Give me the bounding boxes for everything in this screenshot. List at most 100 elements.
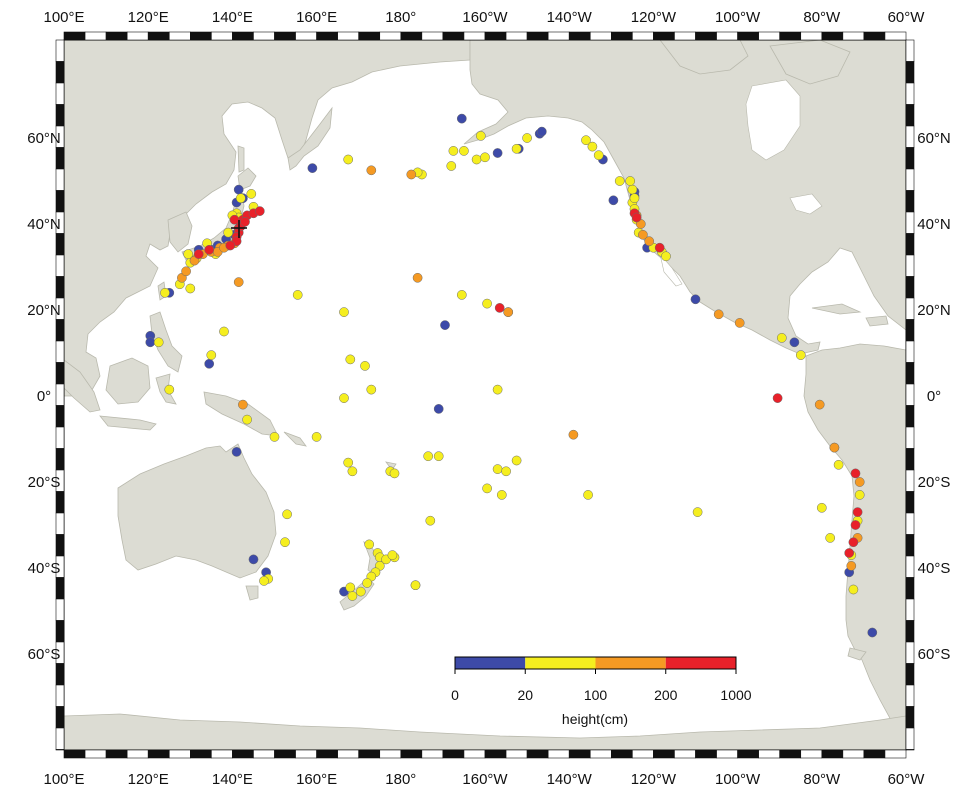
frame-tick-bottom	[84, 749, 107, 759]
frame-tick-right	[905, 426, 915, 449]
observation-point	[629, 193, 640, 204]
latitude-label-left: 60°N	[27, 130, 61, 147]
observation-point	[583, 490, 593, 500]
observation-point	[614, 176, 625, 186]
frame-tick-top	[442, 31, 465, 41]
frame-tick-top	[63, 31, 86, 41]
frame-tick-bottom	[863, 749, 886, 759]
observation-point	[854, 490, 865, 500]
frame-tick-right	[905, 469, 915, 492]
frame-tick-left	[55, 534, 65, 557]
frame-tick-right	[905, 577, 915, 600]
observation-point	[345, 354, 356, 365]
frame-tick-right	[905, 168, 915, 191]
frame-tick-top	[610, 31, 633, 41]
longitude-label-bottom: 100°W	[715, 771, 761, 788]
frame-tick-top	[316, 31, 338, 41]
frame-tick-bottom	[779, 749, 802, 759]
frame-tick-bottom	[674, 749, 696, 759]
land-sumatra	[64, 359, 101, 413]
observation-point	[231, 447, 242, 457]
observation-point	[366, 384, 377, 395]
longitude-label-top: 120°E	[128, 9, 169, 26]
observation-point	[852, 507, 863, 517]
frame-tick-top	[274, 31, 296, 41]
longitude-label-bottom: 140°E	[212, 771, 253, 788]
frame-tick-bottom	[232, 749, 254, 759]
frame-tick-top	[653, 31, 675, 41]
frame-tick-bottom	[484, 749, 507, 759]
longitude-label-bottom: 100°E	[43, 771, 84, 788]
longitude-labels: 100°E 100°E 120°E 120°E 140°E 140°E 160°E 160°E…	[43, 9, 925, 788]
frame-tick-top	[105, 31, 128, 41]
frame-tick-left	[55, 362, 65, 385]
land-asia	[64, 40, 471, 397]
frame-tick-top	[253, 31, 275, 41]
longitude-label-bottom: 120°E	[128, 771, 169, 788]
observation-point	[581, 135, 591, 146]
frame-tick-right	[905, 534, 915, 557]
observation-point	[204, 244, 215, 255]
observation-point	[627, 184, 638, 195]
frame-tick-left	[55, 448, 65, 471]
observation-point	[459, 146, 469, 156]
observation-point	[471, 154, 482, 165]
observation-point	[772, 393, 783, 403]
observation-point	[692, 507, 703, 517]
frame-tick-left	[55, 147, 65, 170]
observation-point	[364, 539, 375, 550]
observation-point	[347, 591, 358, 601]
frame-tick-left	[55, 168, 65, 191]
frame-tick-top	[821, 31, 844, 41]
observation-point	[522, 133, 532, 143]
observation-point	[848, 537, 859, 548]
frame-tick-bottom	[316, 749, 338, 759]
land-kamchatka	[287, 106, 333, 171]
frame-tick-left	[55, 491, 65, 514]
colorbar-segment	[595, 657, 666, 669]
land-hispaniola	[865, 315, 889, 327]
latitude-label-right: 60°N	[917, 130, 951, 147]
land-baffin	[769, 40, 851, 85]
observation-point	[475, 131, 486, 141]
longitude-label-bottom: 80°W	[803, 771, 841, 788]
observation-point	[433, 404, 444, 414]
observation-point	[536, 126, 547, 137]
observation-point	[238, 399, 248, 410]
latitude-label-right: 20°S	[918, 474, 951, 491]
frame-tick-top	[400, 31, 423, 41]
frame-tick-top	[147, 31, 170, 41]
observation-point	[362, 578, 372, 588]
frame-tick-top	[695, 31, 717, 41]
latitude-label-right: 0°	[927, 388, 941, 405]
observation-point	[816, 502, 827, 513]
land-borneo	[105, 357, 151, 405]
observation-point	[480, 152, 490, 163]
frame-tick-bottom	[758, 749, 781, 759]
observation-point	[631, 212, 642, 223]
latitude-label-left: 0°	[37, 388, 51, 405]
frame-tick-left	[55, 598, 65, 621]
observation-point	[259, 576, 269, 586]
frame-tick-right	[905, 663, 915, 686]
observation-point	[229, 214, 240, 225]
frame-tick-top	[568, 31, 591, 41]
latitude-label-left: 40°S	[28, 560, 61, 577]
longitude-label-top: 160°E	[296, 9, 337, 26]
observation-point	[587, 141, 598, 152]
colorbar-tick-label: 20	[517, 687, 533, 703]
observation-point	[389, 468, 400, 479]
frame-tick-right	[905, 276, 915, 299]
observation-point	[833, 459, 844, 470]
observation-point	[425, 515, 436, 526]
observation-point	[644, 236, 655, 247]
observation-point	[282, 509, 292, 520]
observation-point	[795, 350, 806, 360]
observation-point	[844, 548, 855, 558]
longitude-label-top: 140°W	[547, 9, 593, 26]
observation-point	[223, 227, 234, 238]
frame-tick-left	[55, 620, 65, 643]
colorbar: 0 20 100 200 1000 height(cm)	[451, 656, 752, 727]
latitude-label-right: 60°S	[918, 646, 951, 663]
